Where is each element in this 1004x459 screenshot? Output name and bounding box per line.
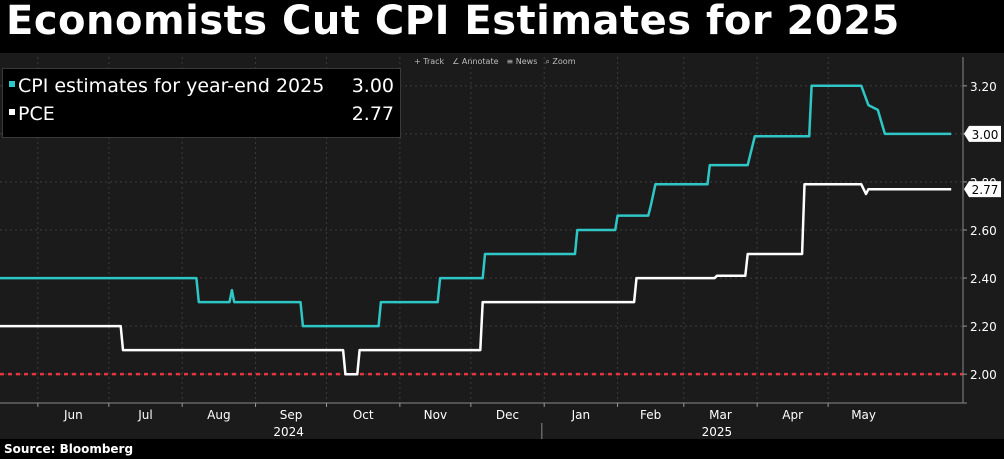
last-value-tag-text: 2.77 — [972, 183, 999, 197]
legend-item-pce: PCE 2.77 — [9, 103, 394, 127]
x-tick-label: Nov — [424, 408, 447, 422]
last-value-tag-text: 3.00 — [972, 128, 999, 142]
legend-name-cpi: CPI estimates for year-end 2025 — [9, 75, 324, 97]
x-tick-label: Jan — [571, 408, 591, 422]
legend-name-pce: PCE — [9, 103, 55, 125]
last-value-tag-pce: 2.77 — [964, 181, 1001, 198]
legend-value-cpi: 3.00 — [351, 75, 394, 97]
annotate-label: Annotate — [461, 57, 499, 66]
x-tick-label: Jul — [137, 408, 152, 422]
news-button[interactable]: ≡ News — [506, 57, 538, 66]
axes — [0, 57, 967, 439]
chart-title: Economists Cut CPI Estimates for 2025 — [6, 0, 900, 44]
y-tick-label: 2.00 — [970, 368, 997, 382]
track-label: Track — [423, 57, 445, 66]
legend-label-pce: PCE — [18, 103, 55, 125]
x-tick-label: Dec — [496, 408, 519, 422]
series-lines — [0, 84, 952, 376]
x-tick-label: Jun — [63, 408, 83, 422]
pce-line — [0, 183, 952, 376]
x-tick-label: Oct — [353, 408, 374, 422]
chart-toolbar: + Track ∠ Annotate ≡ News ⌕ Zoom — [414, 57, 575, 67]
year-label: 2024 — [273, 425, 304, 439]
legend-value-pce: 2.77 — [351, 103, 394, 125]
cpi-line — [0, 84, 952, 328]
zoom-button[interactable]: ⌕ Zoom — [545, 57, 576, 66]
y-tick-label: 2.40 — [970, 272, 997, 286]
x-tick-label: May — [851, 408, 876, 422]
x-tick-label: Apr — [782, 408, 803, 422]
legend-swatch-pce — [9, 108, 15, 115]
y-tick-label: 3.20 — [970, 80, 997, 94]
legend-swatch-cpi — [9, 80, 15, 87]
last-value-tag-bg — [964, 125, 1001, 142]
legend-item-cpi: CPI estimates for year-end 2025 3.00 — [9, 75, 394, 99]
y-tick-label: 2.20 — [970, 320, 997, 334]
annotate-button[interactable]: ∠ Annotate — [452, 57, 499, 66]
zoom-label: Zoom — [552, 57, 576, 66]
x-tick-label: Aug — [207, 408, 230, 422]
x-tick-labels: Jun Jul Aug Sep Oct Nov Dec Jan Feb Mar Apr May 2024… — [63, 408, 876, 439]
x-tick-label: Feb — [640, 408, 661, 422]
x-tick-label: Sep — [280, 408, 303, 422]
x-tick-label: Mar — [709, 408, 732, 422]
news-label: News — [515, 57, 538, 66]
last-value-tag-bg — [964, 181, 1001, 198]
last-value-tags: 3.00 2.77 — [964, 125, 1001, 198]
chart-legend: CPI estimates for year-end 2025 3.00 PCE… — [2, 68, 401, 138]
y-tick-label: 2.60 — [970, 224, 997, 238]
legend-label-cpi: CPI estimates for year-end 2025 — [18, 75, 325, 97]
year-label: 2025 — [702, 425, 733, 439]
track-button[interactable]: + Track — [414, 57, 445, 66]
y-tick-labels: 2.002.202.402.602.803.003.20 — [970, 80, 997, 382]
source-note: Source: Bloomberg — [4, 442, 134, 456]
last-value-tag-cpi: 3.00 — [964, 125, 1001, 142]
